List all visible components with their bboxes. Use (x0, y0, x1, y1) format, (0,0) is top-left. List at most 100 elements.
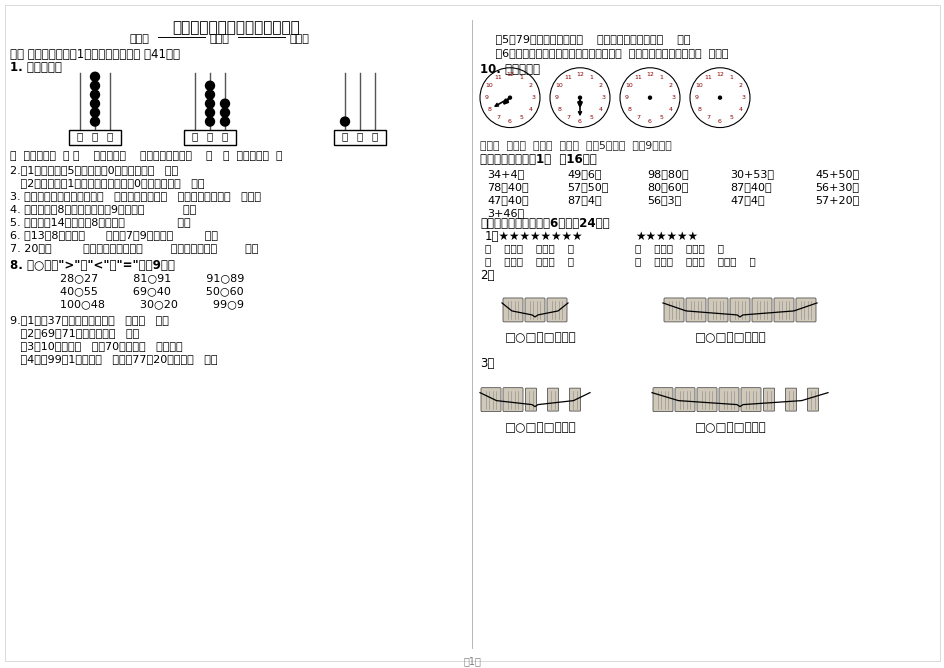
Text: 4: 4 (598, 107, 601, 112)
Text: 7: 7 (565, 116, 569, 120)
Text: 10: 10 (695, 84, 702, 88)
Text: 12: 12 (506, 71, 514, 77)
Circle shape (205, 90, 214, 99)
Text: 56+30＝: 56+30＝ (814, 182, 858, 192)
FancyBboxPatch shape (697, 387, 716, 411)
FancyBboxPatch shape (806, 388, 818, 411)
Text: 百: 百 (76, 132, 83, 142)
Circle shape (340, 117, 349, 126)
Text: 5: 5 (589, 116, 593, 120)
Text: ★★★★★★: ★★★★★★ (634, 230, 698, 243)
Text: 5: 5 (519, 116, 523, 120)
Text: 9: 9 (694, 95, 698, 100)
Text: 个: 个 (372, 132, 378, 142)
Text: 49－6＝: 49－6＝ (566, 170, 601, 180)
Text: （2）69和71中间的数是（   ）。: （2）69和71中间的数是（ ）。 (10, 328, 139, 338)
Text: 78－40＝: 78－40＝ (486, 182, 528, 192)
Text: 10. 明明的一天: 10. 明明的一天 (480, 63, 539, 75)
Circle shape (205, 117, 214, 126)
Text: 1: 1 (729, 75, 733, 80)
Text: 8: 8 (627, 107, 631, 112)
Circle shape (619, 67, 680, 128)
Text: 87－4＝: 87－4＝ (566, 195, 601, 205)
Bar (69, 130, 121, 146)
Circle shape (508, 96, 511, 99)
FancyBboxPatch shape (763, 388, 774, 411)
Text: 100○48          30○20          99○9: 100○48 30○20 99○9 (59, 299, 244, 309)
FancyBboxPatch shape (751, 298, 771, 322)
Text: 1: 1 (659, 75, 663, 80)
Text: 5: 5 (659, 116, 663, 120)
Text: 2: 2 (598, 84, 601, 88)
Text: 12: 12 (576, 71, 583, 77)
Text: 个: 个 (222, 132, 228, 142)
Text: 6: 6 (648, 119, 651, 124)
Text: 2: 2 (528, 84, 531, 88)
Circle shape (91, 72, 99, 81)
Text: 8: 8 (697, 107, 700, 112)
Text: 98－80＝: 98－80＝ (647, 170, 688, 180)
Circle shape (578, 96, 581, 99)
Text: 47－40＝: 47－40＝ (486, 195, 528, 205)
Text: 3: 3 (601, 95, 605, 100)
Text: （    ）＋（    ）＝（    ）: （ ）＋（ ）＝（ ） (484, 243, 573, 253)
Text: 4: 4 (528, 107, 531, 112)
Text: 一年级数学下册第一次月考试题: 一年级数学下册第一次月考试题 (172, 20, 299, 35)
Text: 9: 9 (624, 95, 628, 100)
Text: 6: 6 (578, 119, 582, 124)
Text: 11: 11 (494, 75, 501, 80)
Text: 9: 9 (554, 95, 558, 100)
FancyBboxPatch shape (502, 298, 522, 322)
Text: 45+50＝: 45+50＝ (814, 170, 858, 180)
Text: 姓名：: 姓名： (210, 34, 229, 44)
Text: 1. 看图填空。: 1. 看图填空。 (10, 61, 61, 73)
Text: （5）79前面的一个数是（    ），后面的一个数是（    ）。: （5）79前面的一个数是（ ），后面的一个数是（ ）。 (484, 34, 690, 44)
Text: 7: 7 (635, 116, 640, 120)
Circle shape (220, 108, 229, 117)
FancyBboxPatch shape (664, 298, 683, 322)
Bar (184, 130, 236, 146)
Text: 十: 十 (207, 132, 213, 142)
Text: 2、: 2、 (480, 269, 494, 282)
Text: □○□＝□（根）: □○□＝□（根） (694, 331, 766, 344)
FancyBboxPatch shape (795, 298, 815, 322)
Text: 成绩：: 成绩： (290, 34, 310, 44)
Text: 3: 3 (741, 95, 745, 100)
FancyBboxPatch shape (502, 387, 522, 411)
Circle shape (205, 108, 214, 117)
Text: □○□＝□（根）: □○□＝□（根） (504, 331, 576, 344)
Bar (333, 130, 385, 146)
Text: （    ）－（    ）＝（    ）: （ ）－（ ）＝（ ） (634, 243, 723, 253)
Text: 1: 1 (519, 75, 523, 80)
Text: 87－40＝: 87－40＝ (729, 182, 771, 192)
Text: □○□＝□（根）: □○□＝□（根） (504, 421, 576, 434)
Text: 57－50＝: 57－50＝ (566, 182, 608, 192)
Text: 百: 百 (342, 132, 347, 142)
Text: 1、★★★★★★★★: 1、★★★★★★★★ (484, 230, 582, 243)
Circle shape (480, 67, 539, 128)
Text: □○□＝□（根）: □○□＝□（根） (694, 421, 766, 434)
Text: 10: 10 (555, 84, 563, 88)
Text: 6: 6 (717, 119, 721, 124)
Text: 9: 9 (484, 95, 488, 100)
Text: 10: 10 (625, 84, 632, 88)
Text: （3）10个十是（   ），70里面有（   ）个十。: （3）10个十是（ ），70里面有（ ）个十。 (10, 341, 182, 351)
Text: 7: 7 (496, 116, 499, 120)
Text: 4. 一个加数是8，另一个加数是9，和是（           ）。: 4. 一个加数是8，另一个加数是9，和是（ ）。 (10, 204, 196, 214)
Circle shape (689, 67, 750, 128)
Text: 5. 被减数是14，减数是8，差是（               ）。: 5. 被减数是14，减数是8，差是（ ）。 (10, 217, 191, 227)
Text: （4）比99多1的数是（   ），比77少20的数是（   ）。: （4）比99多1的数是（ ），比77少20的数是（ ）。 (10, 354, 217, 364)
Text: 3. 一个数从右边起第一位是（   ）位，第二位是（   ）位，第三位是（   ）位。: 3. 一个数从右边起第一位是（ ）位，第二位是（ ）位，第三位是（ ）位。 (10, 191, 261, 201)
Text: 8: 8 (487, 107, 491, 112)
Circle shape (91, 117, 99, 126)
FancyBboxPatch shape (773, 298, 793, 322)
FancyBboxPatch shape (652, 387, 672, 411)
FancyBboxPatch shape (718, 387, 738, 411)
Text: 12: 12 (646, 71, 653, 77)
Text: 二、计算。（每题1分  共16分）: 二、计算。（每题1分 共16分） (480, 154, 596, 166)
Text: 8: 8 (557, 107, 561, 112)
Text: 56－3＝: 56－3＝ (647, 195, 681, 205)
Text: 11: 11 (703, 75, 712, 80)
Text: 3: 3 (531, 95, 535, 100)
FancyBboxPatch shape (547, 388, 558, 411)
